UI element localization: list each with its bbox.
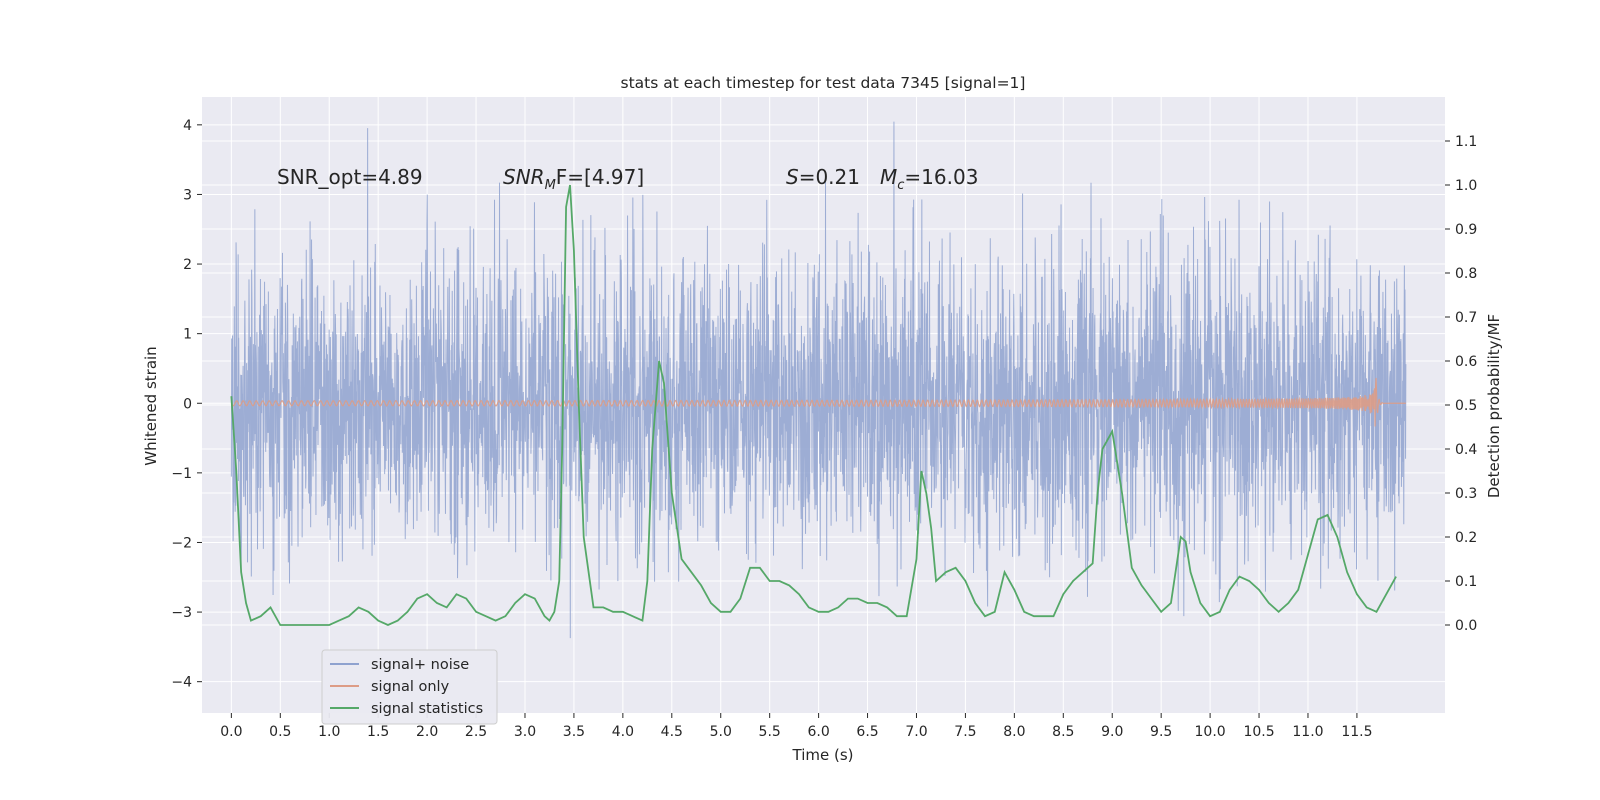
y-tick-label: 4	[183, 118, 192, 134]
x-tick-label: 2.0	[416, 724, 438, 740]
annotation-s: S=0.21	[786, 165, 860, 189]
y2-tick-label: 0.1	[1455, 574, 1477, 590]
annotation-s-main: S	[786, 165, 799, 189]
y2-tick-label: 0.9	[1455, 222, 1477, 238]
y2-tick-label: 0.5	[1455, 398, 1477, 414]
x-tick-label: 5.0	[710, 724, 732, 740]
signal-only-series	[230, 377, 1406, 427]
x-axis-label: Time (s)	[792, 746, 854, 764]
annotation-snr-mf-rest: F=[4.97]	[556, 165, 644, 189]
x-tick-label: 11.0	[1292, 724, 1323, 740]
x-tick-label: 7.5	[954, 724, 976, 740]
annotation-mc: Mc=16.03	[880, 165, 978, 193]
x-tick-label: 0.5	[269, 724, 291, 740]
x-tick-label: 9.0	[1101, 724, 1123, 740]
y-axis-ticks: 4 3 2 1 0 −1 −2 −3 −4	[171, 118, 202, 691]
x-tick-label: 3.0	[514, 724, 536, 740]
x-tick-label: 5.5	[759, 724, 781, 740]
x-tick-label: 7.0	[905, 724, 927, 740]
legend-label-signal: signal only	[371, 679, 450, 695]
y2-axis-label: Detection probability/MF	[1485, 314, 1503, 498]
y-tick-label: −2	[171, 535, 192, 551]
x-tick-label: 10.0	[1195, 724, 1226, 740]
x-tick-label: 11.5	[1341, 724, 1372, 740]
x-tick-label: 4.0	[612, 724, 634, 740]
y2-tick-label: 0.6	[1455, 354, 1477, 370]
legend-label-noise: signal+ noise	[371, 657, 469, 673]
y-tick-label: −4	[171, 675, 192, 691]
annotation-snr-mf-sub: M	[545, 178, 556, 193]
legend-label-stats: signal statistics	[371, 701, 483, 717]
y2-tick-label: 0.2	[1455, 530, 1477, 546]
annotation-mc-sub: c	[897, 178, 904, 193]
x-tick-label: 1.0	[318, 724, 340, 740]
chart-title: stats at each timestep for test data 734…	[621, 74, 1026, 92]
y2-tick-label: 0.3	[1455, 486, 1477, 502]
legend: signal+ noise signal only signal statist…	[321, 649, 498, 725]
y-tick-label: 1	[183, 327, 192, 343]
signal-noise-series	[230, 121, 1407, 639]
x-tick-label: 1.5	[367, 724, 389, 740]
y2-tick-label: 1.0	[1455, 178, 1477, 194]
annotation-mc-main: M	[880, 165, 897, 189]
signal-statistics-series	[230, 184, 1397, 626]
y2-tick-label: 0.8	[1455, 266, 1477, 282]
x-tick-label: 8.5	[1052, 724, 1074, 740]
y2-tick-label: 1.1	[1455, 134, 1477, 150]
y-tick-label: −1	[171, 466, 192, 482]
legend-box	[321, 649, 498, 725]
x-tick-label: 9.5	[1150, 724, 1172, 740]
signal-noise-line	[230, 121, 1407, 639]
y-tick-label: 0	[183, 396, 192, 412]
annotation-mc-rest: =16.03	[904, 165, 978, 189]
x-tick-label: 2.5	[465, 724, 487, 740]
x-tick-label: 8.0	[1003, 724, 1025, 740]
signal-only-line	[230, 377, 1406, 427]
y2-tick-label: 0.0	[1455, 618, 1477, 634]
y-tick-label: −3	[171, 605, 192, 621]
y-tick-label: 3	[183, 187, 192, 203]
y2-tick-label: 0.7	[1455, 310, 1477, 326]
x-tick-label: 6.0	[807, 724, 829, 740]
x-axis-ticks: 0.0 0.5 1.0 1.5 2.0 2.5 3.0 3.5 4.0 4.5 5.0 5.5 6.0 6…	[220, 713, 1372, 740]
annotation-snr-mf-main: SNR	[503, 165, 545, 189]
x-tick-label: 10.5	[1243, 724, 1274, 740]
signal-statistics-line	[230, 184, 1397, 626]
x-tick-label: 0.0	[220, 724, 242, 740]
y-tick-label: 2	[183, 257, 192, 273]
y2-axis-ticks: 1.1 1.0 0.9 0.8 0.7 0.6 0.5 0.4 0.3 0.2 0.1 0.0	[1445, 134, 1477, 634]
annotation-snr-opt: SNR_opt=4.89	[277, 165, 423, 189]
y-axis-label: Whitened strain	[142, 346, 160, 465]
x-tick-label: 4.5	[661, 724, 683, 740]
annotation-s-rest: =0.21	[799, 165, 860, 189]
y2-tick-label: 0.4	[1455, 442, 1477, 458]
x-tick-label: 3.5	[563, 724, 585, 740]
x-tick-label: 6.5	[856, 724, 878, 740]
annotation-snr-mf: SNRMF=[4.97]	[503, 165, 644, 193]
